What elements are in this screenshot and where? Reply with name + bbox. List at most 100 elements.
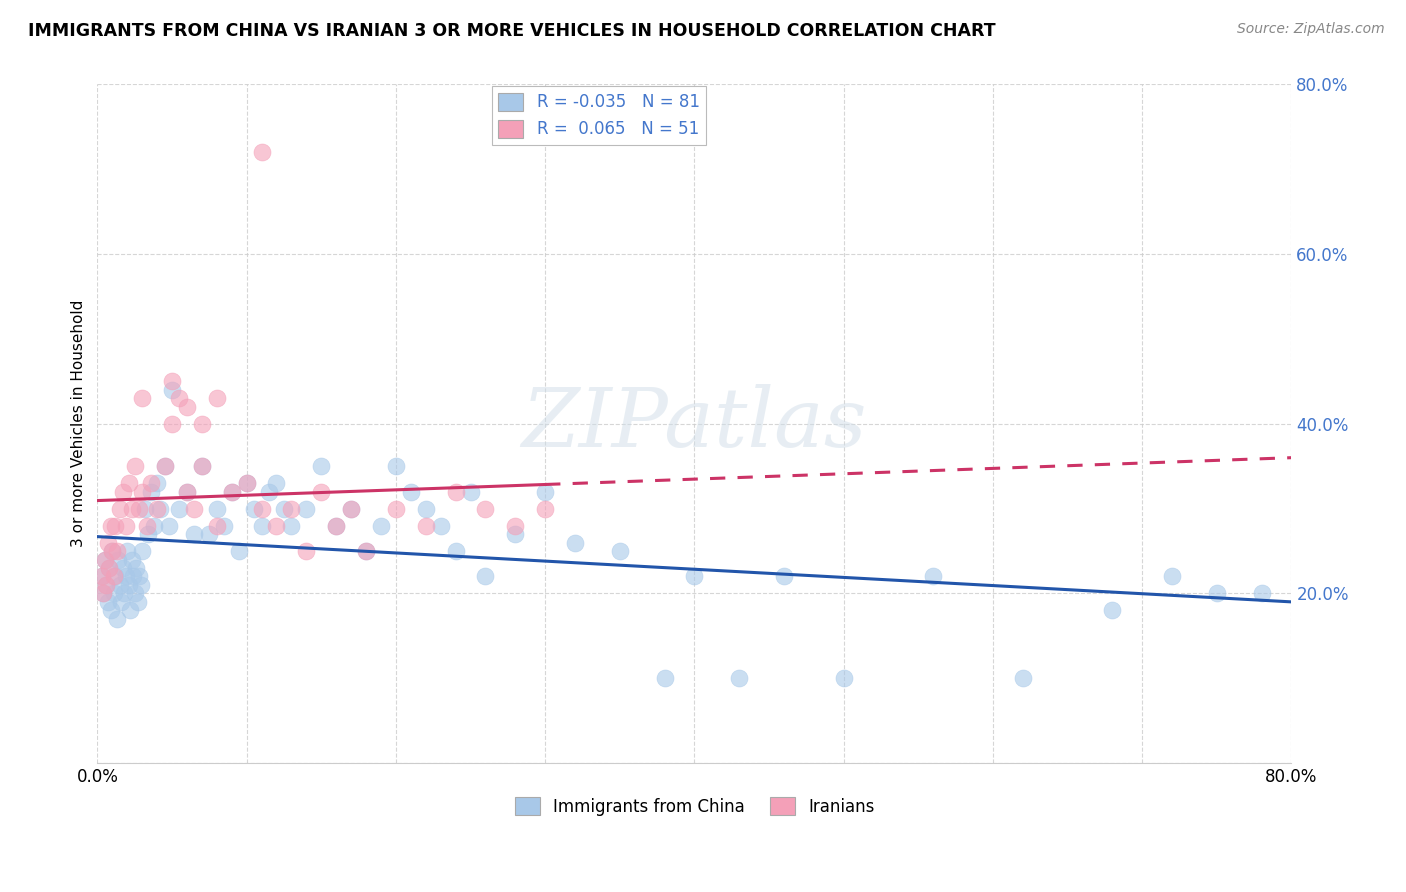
Point — [90, 569, 112, 583]
Point — [149, 501, 172, 516]
Point — [160, 375, 183, 389]
Point — [773, 569, 796, 583]
Point — [121, 501, 143, 516]
Point — [118, 578, 141, 592]
Point — [1205, 586, 1227, 600]
Point — [564, 535, 586, 549]
Point — [128, 569, 150, 583]
Point — [205, 501, 228, 516]
Point — [250, 501, 273, 516]
Point — [112, 586, 135, 600]
Point — [157, 518, 180, 533]
Point — [129, 578, 152, 592]
Point — [728, 671, 751, 685]
Point — [135, 518, 157, 533]
Point — [1011, 671, 1033, 685]
Point — [250, 518, 273, 533]
Point — [534, 501, 557, 516]
Point — [91, 586, 114, 600]
Point — [114, 569, 136, 583]
Point — [169, 501, 191, 516]
Point — [120, 603, 142, 617]
Point — [114, 518, 136, 533]
Legend: Immigrants from China, Iranians: Immigrants from China, Iranians — [508, 790, 882, 822]
Point — [250, 145, 273, 160]
Point — [1161, 569, 1184, 583]
Point — [153, 459, 176, 474]
Point — [160, 383, 183, 397]
Point — [198, 527, 221, 541]
Point — [683, 569, 706, 583]
Point — [266, 518, 288, 533]
Point — [124, 586, 146, 600]
Point — [503, 527, 526, 541]
Point — [105, 612, 128, 626]
Point — [325, 518, 347, 533]
Point — [146, 476, 169, 491]
Point — [121, 552, 143, 566]
Point — [115, 544, 138, 558]
Point — [131, 392, 153, 406]
Point — [183, 501, 205, 516]
Point — [118, 476, 141, 491]
Point — [295, 544, 318, 558]
Point — [325, 518, 347, 533]
Point — [654, 671, 676, 685]
Point — [176, 484, 198, 499]
Point — [100, 518, 122, 533]
Point — [124, 459, 146, 474]
Point — [429, 518, 451, 533]
Point — [273, 501, 295, 516]
Point — [474, 501, 496, 516]
Point — [104, 518, 127, 533]
Point — [280, 518, 302, 533]
Point — [1250, 586, 1272, 600]
Point — [97, 535, 120, 549]
Point — [415, 518, 437, 533]
Point — [94, 552, 117, 566]
Point — [176, 400, 198, 414]
Point — [340, 501, 363, 516]
Point — [153, 459, 176, 474]
Point — [474, 569, 496, 583]
Point — [101, 544, 124, 558]
Point — [444, 544, 467, 558]
Point — [340, 501, 363, 516]
Point — [139, 484, 162, 499]
Point — [131, 484, 153, 499]
Point — [212, 518, 235, 533]
Point — [105, 544, 128, 558]
Point — [399, 484, 422, 499]
Point — [160, 417, 183, 431]
Point — [205, 518, 228, 533]
Point — [90, 569, 112, 583]
Point — [191, 417, 214, 431]
Point — [205, 392, 228, 406]
Point — [257, 484, 280, 499]
Point — [91, 586, 114, 600]
Point — [98, 561, 121, 575]
Point — [127, 595, 149, 609]
Point — [385, 501, 408, 516]
Point — [415, 501, 437, 516]
Point — [136, 527, 159, 541]
Point — [235, 476, 257, 491]
Point — [111, 484, 134, 499]
Point — [96, 578, 118, 592]
Point — [385, 459, 408, 474]
Point — [1101, 603, 1123, 617]
Point — [221, 484, 243, 499]
Point — [534, 484, 557, 499]
Point — [922, 569, 945, 583]
Point — [104, 569, 127, 583]
Point — [125, 561, 148, 575]
Point — [143, 518, 166, 533]
Point — [100, 603, 122, 617]
Point — [191, 459, 214, 474]
Point — [295, 501, 318, 516]
Point — [111, 561, 134, 575]
Text: ZIPatlas: ZIPatlas — [522, 384, 868, 464]
Point — [97, 595, 120, 609]
Point — [354, 544, 377, 558]
Point — [107, 552, 129, 566]
